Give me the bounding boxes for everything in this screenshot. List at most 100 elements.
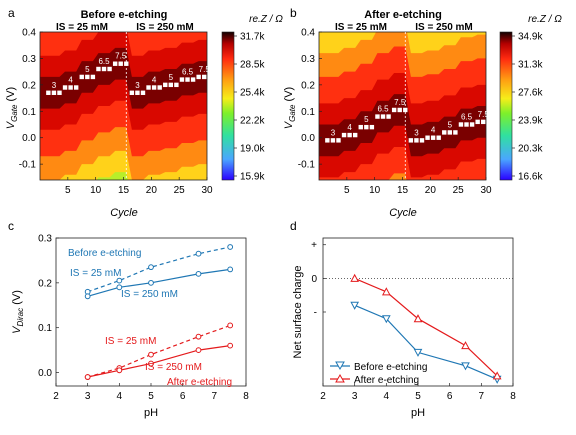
x-tick-label: 3 xyxy=(85,391,91,402)
ph-label: 3 xyxy=(135,81,140,90)
x-tick-label: 4 xyxy=(384,391,390,402)
y-tick-label: 0.3 xyxy=(38,234,52,245)
data-point xyxy=(195,347,202,354)
dirac-point-marker xyxy=(90,74,96,80)
ph-label: 6.5 xyxy=(461,113,473,122)
colorbar-tick-label: 25.4k xyxy=(240,88,265,99)
ph-label: 3 xyxy=(414,128,419,137)
colorbar-tick-label: 15.9k xyxy=(240,172,265,183)
dirac-point-marker xyxy=(369,124,375,130)
data-point xyxy=(148,264,154,271)
segment-label-right: IS = 250 mM xyxy=(415,22,473,33)
x-axis-label: Cycle xyxy=(110,207,138,219)
y-tick-label: -0.1 xyxy=(19,160,37,171)
dirac-point-marker xyxy=(140,90,146,95)
dirac-point-marker xyxy=(196,74,201,80)
ph-label: 7.5 xyxy=(115,52,127,61)
x-tick-label: 30 xyxy=(480,185,492,196)
x-tick-label: 25 xyxy=(453,185,465,196)
x-tick-label: 5 xyxy=(344,185,350,196)
dirac-point-marker xyxy=(325,138,330,143)
dirac-point-marker xyxy=(51,90,57,95)
x-tick-label: 5 xyxy=(415,391,421,402)
y-tick-label: - xyxy=(314,308,317,319)
y-tick-label: 0.0 xyxy=(38,368,52,379)
y-tick-label: 0.2 xyxy=(301,80,315,91)
data-point xyxy=(116,277,123,284)
dirac-point-marker xyxy=(85,74,90,80)
y-tick-label: 0.2 xyxy=(22,80,36,91)
dirac-point-marker xyxy=(163,82,168,88)
colorbar-tick-label: 22.2k xyxy=(240,116,265,127)
data-point xyxy=(148,351,154,358)
line-panel-dirac: 2 3 4 5 6 7 8 0.0 0.1 0.2 0.3 pH VDirac (V) Before… xyxy=(11,234,249,420)
dirac-point-marker xyxy=(397,107,402,113)
colorbar xyxy=(221,31,235,181)
segment-label-left: IS = 25 mM xyxy=(56,22,108,33)
dirac-point-marker xyxy=(375,114,380,119)
x-tick-label: 10 xyxy=(90,185,102,196)
dirac-point-marker xyxy=(436,135,441,140)
dirac-point-marker xyxy=(174,82,179,88)
dirac-point-marker xyxy=(352,132,358,138)
ph-label: 3 xyxy=(52,81,57,90)
data-point xyxy=(227,322,234,329)
dirac-point-marker xyxy=(118,61,123,66)
colorbar-tick-label: 19.0k xyxy=(240,144,265,155)
dirac-point-marker xyxy=(408,138,414,143)
colorbar-tick-label: 31.7k xyxy=(240,32,265,43)
dirac-point-marker xyxy=(73,85,79,90)
y-tick-label: 0.3 xyxy=(301,54,315,65)
x-tick-label: 15 xyxy=(118,185,130,196)
annotation-is250-before: IS = 250 mM xyxy=(121,289,178,300)
colorbar-tick-label: 23.9k xyxy=(518,116,543,127)
dirac-point-marker xyxy=(458,122,464,127)
x-axis-label: pH xyxy=(411,407,425,419)
triangle-up-icon xyxy=(335,373,345,383)
dirac-point-marker xyxy=(101,66,107,72)
line-panel-charge: 2 3 4 5 6 7 8 +0 - pH Net surface charge Before … xyxy=(292,237,516,419)
data-point xyxy=(227,342,234,349)
data-point xyxy=(381,287,391,296)
segment-label-left: IS = 25 mM xyxy=(335,22,387,33)
colorbar-tick-label: 34.9k xyxy=(518,32,543,43)
data-point xyxy=(350,301,360,310)
dirac-point-marker xyxy=(430,135,436,140)
data-point xyxy=(116,284,123,291)
x-tick-label: 25 xyxy=(174,185,186,196)
colorbar-tick-label: 28.5k xyxy=(240,60,265,71)
data-point xyxy=(381,315,391,324)
colorbar-tick-label: 16.6k xyxy=(518,172,543,183)
ph-label: 4 xyxy=(347,123,352,132)
dirac-point-marker xyxy=(135,90,140,95)
data-point xyxy=(84,374,91,380)
dirac-point-marker xyxy=(464,122,469,127)
y-axis-label: Net surface charge xyxy=(292,266,304,359)
dirac-point-marker xyxy=(68,85,73,90)
dirac-point-marker xyxy=(380,114,386,119)
ph-label: 7.5 xyxy=(478,110,490,119)
x-tick-label: 3 xyxy=(352,391,358,402)
dirac-point-marker xyxy=(469,122,475,127)
x-tick-label: 5 xyxy=(148,391,154,402)
dirac-point-marker xyxy=(179,77,185,82)
heatmap-field xyxy=(40,32,207,180)
x-tick-label: 6 xyxy=(447,391,453,402)
heatmap-title: Before e-etching xyxy=(81,9,168,21)
heatmap-band xyxy=(40,32,207,130)
annotation-is250-after: IS = 250 mM xyxy=(145,362,202,373)
x-tick-label: 2 xyxy=(320,391,326,402)
data-point xyxy=(350,273,360,282)
data-point xyxy=(413,314,423,323)
dirac-point-marker xyxy=(151,85,157,90)
dirac-point-marker xyxy=(481,119,486,125)
x-tick-label: 7 xyxy=(479,391,485,402)
y-tick-label: 0.2 xyxy=(38,278,52,289)
data-point xyxy=(413,348,423,357)
ph-label: 4 xyxy=(431,126,436,135)
data-point xyxy=(84,293,91,300)
x-tick-label: 10 xyxy=(369,185,381,196)
heatmap-panel-before: Before e-etching IS = 25 mM IS = 250 mM … xyxy=(5,9,283,219)
series-line xyxy=(87,324,231,378)
